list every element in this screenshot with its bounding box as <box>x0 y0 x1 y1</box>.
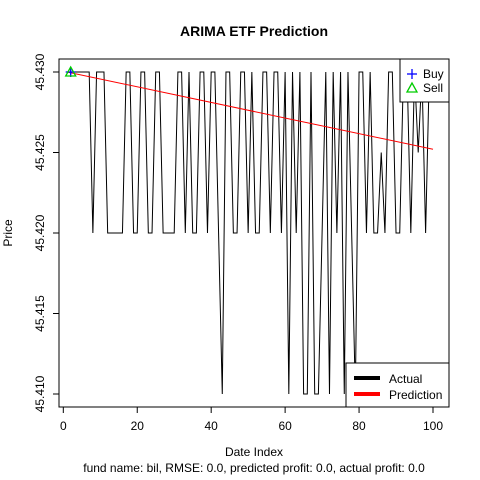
x-tick-label: 100 <box>423 419 443 433</box>
actual-legend-label: Actual <box>389 372 422 386</box>
x-tick-label: 0 <box>60 419 67 433</box>
buy-legend-icon <box>407 69 417 79</box>
prediction-series-line <box>66 71 434 150</box>
y-axis-label: Price <box>1 219 15 247</box>
signal-layer <box>64 65 77 77</box>
x-tick-label: 60 <box>278 419 292 433</box>
x-axis-label: Date Index <box>225 445 283 459</box>
buy-legend-label: Buy <box>423 67 444 81</box>
actual-series-line <box>67 71 433 395</box>
y-axis: 45.410 45.415 45.420 45.425 45.430 <box>33 53 60 412</box>
marker-legend-box <box>399 58 450 103</box>
x-tick-label: 80 <box>352 419 366 433</box>
prediction-legend-label: Prediction <box>389 388 442 402</box>
x-tick-label: 20 <box>131 419 145 433</box>
y-tick-label: 45.430 <box>33 53 47 90</box>
y-tick-label: 45.410 <box>33 375 47 412</box>
y-tick-label: 45.420 <box>33 214 47 251</box>
line-legend: Actual Prediction <box>345 362 450 408</box>
sell-signal-marker <box>64 65 77 77</box>
marker-legend: Buy Sell <box>399 58 450 103</box>
y-tick-label: 45.425 <box>33 134 47 171</box>
chart-footnote: fund name: bil, RMSE: 0.0, predicted pro… <box>83 461 425 475</box>
series-layer <box>66 71 434 395</box>
sell-legend-icon <box>405 81 419 93</box>
x-tick-label: 40 <box>205 419 219 433</box>
chart-title: ARIMA ETF Prediction <box>180 23 328 39</box>
sell-legend-label: Sell <box>423 81 443 95</box>
y-tick-label: 45.415 <box>33 295 47 332</box>
line-legend-box <box>345 362 450 408</box>
